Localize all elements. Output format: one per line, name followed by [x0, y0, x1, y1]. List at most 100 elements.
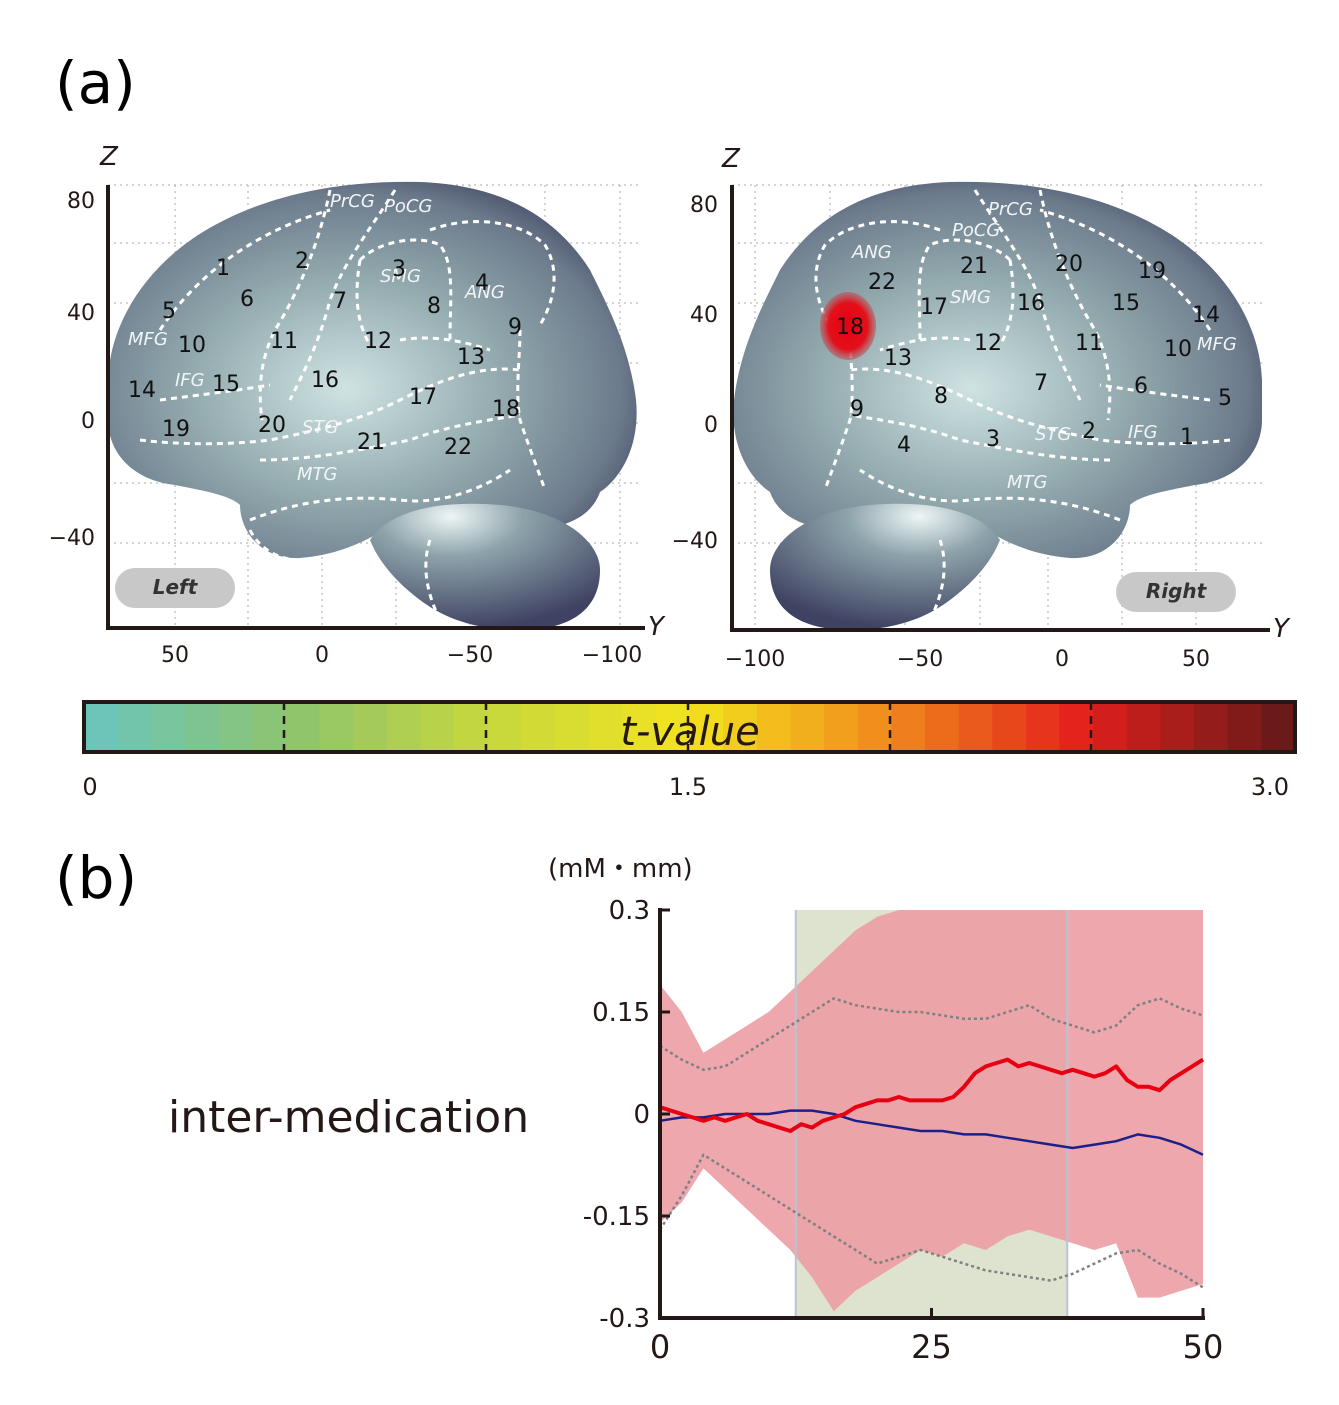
colorbar-cell — [1025, 702, 1061, 752]
colorbar-cell — [252, 702, 287, 752]
left-cerebellum — [370, 503, 600, 630]
colorbar-cell — [353, 702, 388, 752]
right-hemisphere-label: Right — [1146, 579, 1208, 603]
series-lines — [658, 997, 1205, 1289]
right-z-tick: 40 — [690, 303, 718, 328]
colorbar-cell — [756, 702, 791, 752]
region-number: 14 — [1192, 303, 1220, 328]
right-y-tick: 0 — [1055, 647, 1069, 672]
colorbar-cell — [824, 702, 859, 752]
y-tick-label: -0.15 — [583, 1202, 650, 1232]
band-area — [660, 910, 1203, 1312]
colorbar-cell — [454, 702, 489, 752]
colorbar-title: t-value — [620, 709, 759, 755]
region-number: 20 — [258, 413, 286, 438]
region-number: 12 — [364, 329, 392, 354]
right-gyrus-label: PrCG — [988, 199, 1033, 220]
colorbar-cell — [319, 702, 354, 752]
right-z-axis-label: Z — [721, 144, 741, 174]
left-z-tick: 0 — [81, 409, 95, 434]
region-number: 3 — [986, 427, 1000, 452]
colorbar-cell — [1059, 702, 1094, 752]
colorbar-cell — [1160, 702, 1195, 752]
right-z-tick: 80 — [690, 193, 718, 218]
region-number: 7 — [333, 289, 347, 314]
region-number: 9 — [508, 315, 522, 340]
colorbar-cell — [184, 702, 220, 752]
y-tick-label: -0.3 — [599, 1304, 650, 1334]
region-number: 13 — [884, 346, 912, 371]
region-number: 11 — [270, 329, 298, 354]
right-gyrus-label: MFG — [1197, 334, 1237, 355]
right-brain-plot: PrCG PoCG ANG SMG MFG IFG STG MTG 1 2 3 … — [672, 144, 1291, 672]
colorbar-cell — [1194, 702, 1229, 752]
left-hemisphere-badge — [115, 568, 235, 608]
region-number: 15 — [1112, 291, 1140, 316]
region-number: 16 — [1017, 291, 1045, 316]
colorbar-cell — [1227, 702, 1262, 752]
colorbar-cell — [655, 702, 690, 752]
region-number: 17 — [920, 295, 948, 320]
left-gyrus-label: IFG — [175, 370, 205, 391]
colorbar-max-label: 3.0 — [1251, 773, 1289, 801]
region-number: 18 — [492, 397, 520, 422]
region-number: 15 — [212, 372, 240, 397]
left-cerebrum — [108, 181, 637, 559]
colorbar-cell — [521, 702, 556, 752]
colorbar-cell — [1261, 702, 1296, 752]
left-sulci — [139, 189, 556, 621]
colorbar-cell — [790, 702, 825, 752]
confidence-band — [660, 910, 1203, 1318]
series-red-line — [659, 1057, 1205, 1133]
right-y-tick: 50 — [1182, 647, 1210, 672]
left-y-tick: 0 — [315, 643, 329, 668]
region-number: 8 — [427, 294, 441, 319]
left-gyrus-label: STG — [302, 417, 338, 438]
region-number: 18 — [836, 315, 864, 340]
colorbar-cell — [958, 702, 993, 752]
left-gyrus-label: PoCG — [384, 196, 432, 217]
colorbar-cell — [689, 702, 724, 752]
region-number: 22 — [868, 270, 896, 295]
colorbar-cell — [487, 702, 522, 752]
left-y-tick: 50 — [161, 643, 189, 668]
x-tick-label: 25 — [911, 1328, 952, 1366]
series-lower-dotted-line — [658, 1153, 1204, 1289]
colorbar-cell — [84, 702, 119, 752]
region-number: 10 — [1164, 337, 1192, 362]
right-y-tick: −50 — [897, 647, 943, 672]
region-number: 10 — [178, 333, 206, 358]
colorbar-cell — [117, 702, 152, 752]
region-number: 14 — [128, 378, 156, 403]
left-hemisphere-label: Left — [153, 575, 199, 599]
region-number: 7 — [1034, 371, 1048, 396]
region-number: 2 — [1082, 419, 1096, 444]
y-tick-label: 0.3 — [609, 896, 650, 926]
panel-a-label: (a) — [55, 49, 136, 117]
left-y-tick: −100 — [582, 643, 642, 668]
left-brain-plot: PrCG PoCG SMG ANG MFG IFG STG MTG 1 2 3 … — [49, 142, 666, 668]
colorbar-cell — [151, 702, 186, 752]
left-z-tick: 40 — [67, 301, 95, 326]
right-y-axis-label: Y — [1273, 614, 1291, 644]
right-gyrus-label: SMG — [950, 287, 991, 308]
left-y-tick: −50 — [447, 643, 493, 668]
region-number: 21 — [960, 254, 988, 279]
left-gyrus-label: PrCG — [330, 191, 375, 212]
colorbar-cell — [386, 702, 421, 752]
y-tick-label: 0.15 — [592, 998, 650, 1028]
region-number: 12 — [974, 331, 1002, 356]
colorbar-min-label: 0 — [82, 773, 97, 801]
left-z-tick: 80 — [67, 189, 95, 214]
region-number: 4 — [475, 271, 489, 296]
right-z-tick: −40 — [672, 529, 718, 554]
unit-label: (mM・mm) — [548, 854, 693, 884]
region-number: 13 — [457, 345, 485, 370]
right-gyrus-label: MTG — [1007, 472, 1048, 493]
x-tick-label: 0 — [650, 1328, 670, 1366]
region-number: 2 — [295, 249, 309, 274]
colorbar-cell — [554, 702, 590, 752]
colorbar-cell — [924, 702, 960, 752]
x-tick-label: 50 — [1183, 1328, 1224, 1366]
left-z-tick: −40 — [49, 526, 95, 551]
